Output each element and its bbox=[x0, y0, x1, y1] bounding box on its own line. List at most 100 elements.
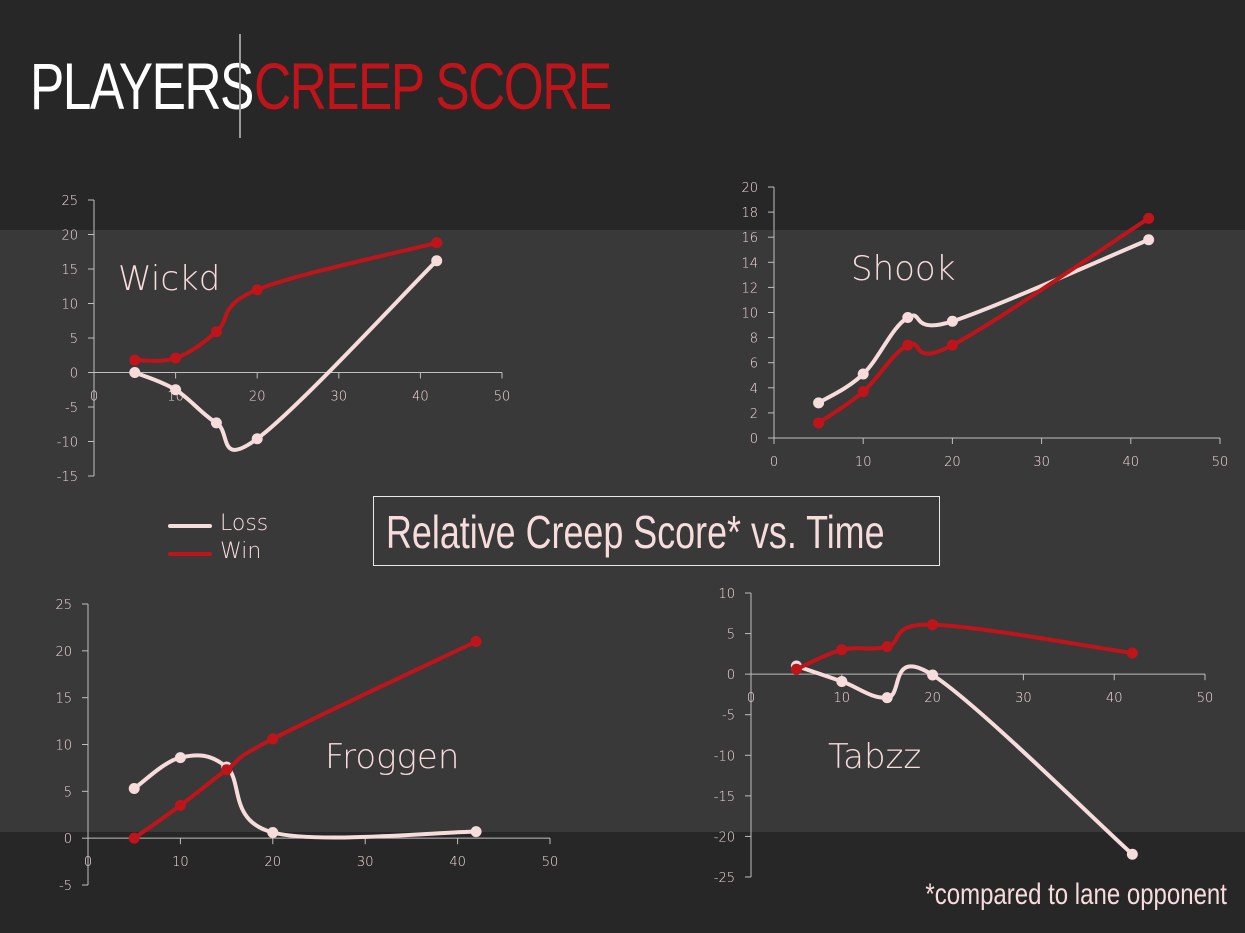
series-loss-point bbox=[1126, 848, 1138, 860]
series-loss-point bbox=[251, 433, 263, 445]
y-tick-label: 4 bbox=[750, 382, 758, 397]
y-tick-label: -15 bbox=[57, 470, 78, 485]
y-tick-label: 0 bbox=[750, 432, 758, 447]
x-tick-label: 0 bbox=[84, 855, 92, 870]
series-win-line bbox=[794, 622, 1135, 672]
x-tick-label: 0 bbox=[90, 390, 98, 405]
y-tick-label: -25 bbox=[714, 871, 735, 886]
legend-label-loss: Loss bbox=[220, 511, 269, 536]
legend-swatch-win bbox=[168, 552, 212, 556]
y-tick-label: 15 bbox=[61, 263, 78, 278]
y-tick-label: -5 bbox=[65, 401, 78, 416]
y-tick-label: 5 bbox=[64, 785, 72, 800]
y-tick-label: -10 bbox=[714, 749, 735, 764]
footnote: *compared to lane opponent bbox=[925, 878, 1227, 911]
background-band bbox=[0, 230, 1245, 832]
y-tick-label: 0 bbox=[70, 367, 78, 382]
series-loss-point bbox=[174, 752, 186, 764]
series-win-point bbox=[470, 635, 482, 647]
y-tick-label: -15 bbox=[714, 790, 735, 805]
x-tick-label: 40 bbox=[412, 390, 429, 405]
y-tick-label: 10 bbox=[741, 307, 758, 322]
x-tick-label: 30 bbox=[1015, 691, 1032, 706]
x-tick-label: 20 bbox=[265, 855, 282, 870]
series-win-point bbox=[174, 799, 186, 811]
series-loss-point bbox=[170, 384, 182, 396]
x-tick-label: 20 bbox=[944, 455, 961, 470]
x-tick-label: 10 bbox=[834, 691, 851, 706]
series-loss-point bbox=[431, 255, 443, 267]
series-win-point bbox=[857, 386, 869, 398]
y-tick-label: 5 bbox=[70, 332, 78, 347]
series-win-point bbox=[129, 354, 141, 366]
y-tick-label: 20 bbox=[61, 229, 78, 244]
x-tick-label: 30 bbox=[1033, 455, 1050, 470]
x-tick-label: 10 bbox=[172, 855, 189, 870]
y-tick-label: 18 bbox=[741, 206, 758, 221]
y-tick-label: 20 bbox=[741, 181, 758, 196]
y-tick-label: 10 bbox=[61, 298, 78, 313]
header-players: PLAYERS bbox=[30, 49, 254, 123]
y-tick-label: 0 bbox=[64, 832, 72, 847]
x-tick-label: 20 bbox=[924, 691, 941, 706]
series-loss-point bbox=[902, 312, 914, 324]
x-tick-label: 40 bbox=[1106, 691, 1123, 706]
series-win-point bbox=[813, 417, 825, 429]
series-win-line bbox=[132, 240, 439, 363]
x-tick-label: 40 bbox=[449, 855, 466, 870]
x-tick-label: 30 bbox=[357, 855, 374, 870]
main-title-box: Relative Creep Score* vs. Time bbox=[373, 496, 940, 566]
x-tick-label: 40 bbox=[1123, 455, 1140, 470]
y-tick-label: -5 bbox=[722, 709, 735, 724]
y-tick-label: 6 bbox=[750, 357, 758, 372]
series-loss-point bbox=[267, 827, 279, 839]
legend-swatch-loss bbox=[168, 524, 212, 528]
series-win-point bbox=[927, 619, 939, 631]
chart-title-froggen: Froggen bbox=[325, 737, 459, 777]
series-win-point bbox=[267, 733, 279, 745]
series-win-point bbox=[221, 764, 233, 776]
chart-tabzz: -25 -20 -15 -10 -5 0 5 10 0 10 20 30 40 50 Tabzz bbox=[714, 587, 1214, 886]
x-tick-label: 50 bbox=[494, 390, 511, 405]
series-win-point bbox=[1126, 647, 1138, 659]
y-tick-label: -5 bbox=[59, 879, 72, 894]
series-win-point bbox=[128, 832, 140, 844]
chart-title-tabzz: Tabzz bbox=[828, 737, 921, 777]
series-loss-point bbox=[836, 675, 848, 687]
x-tick-label: 10 bbox=[855, 455, 872, 470]
series-loss-point bbox=[210, 417, 222, 429]
y-tick-label: 2 bbox=[750, 407, 758, 422]
x-tick-label: 50 bbox=[1197, 691, 1214, 706]
series-loss-point bbox=[128, 783, 140, 795]
y-tick-label: 16 bbox=[741, 231, 758, 246]
x-tick-label: 0 bbox=[770, 455, 778, 470]
series-loss-point bbox=[857, 368, 869, 380]
y-tick-label: 10 bbox=[718, 587, 735, 602]
series-loss-point bbox=[813, 397, 825, 409]
series-loss-point bbox=[927, 669, 939, 681]
x-tick-label: 30 bbox=[331, 390, 348, 405]
series-win-point bbox=[251, 284, 263, 296]
y-tick-label: -10 bbox=[57, 436, 78, 451]
y-tick-label: -20 bbox=[714, 830, 735, 845]
series-loss-point bbox=[129, 367, 141, 378]
y-tick-label: 10 bbox=[55, 739, 72, 754]
legend-label-win: Win bbox=[220, 539, 262, 564]
series-win-point bbox=[881, 641, 893, 653]
header-creep-score: CREEP SCORE bbox=[254, 49, 612, 123]
x-tick-label: 50 bbox=[1212, 455, 1229, 470]
y-tick-label: 0 bbox=[727, 668, 735, 683]
y-tick-label: 8 bbox=[750, 332, 758, 347]
series-win-point bbox=[170, 352, 182, 364]
x-tick-label: 20 bbox=[249, 390, 266, 405]
y-tick-label: 25 bbox=[55, 598, 72, 613]
series-win-point bbox=[431, 237, 443, 249]
y-tick-label: 12 bbox=[741, 281, 758, 296]
series-win-point bbox=[790, 663, 802, 675]
series-loss-point bbox=[1143, 234, 1155, 246]
x-tick-label: 50 bbox=[542, 855, 559, 870]
series-loss-point bbox=[881, 692, 893, 704]
y-tick-label: 25 bbox=[61, 194, 78, 209]
